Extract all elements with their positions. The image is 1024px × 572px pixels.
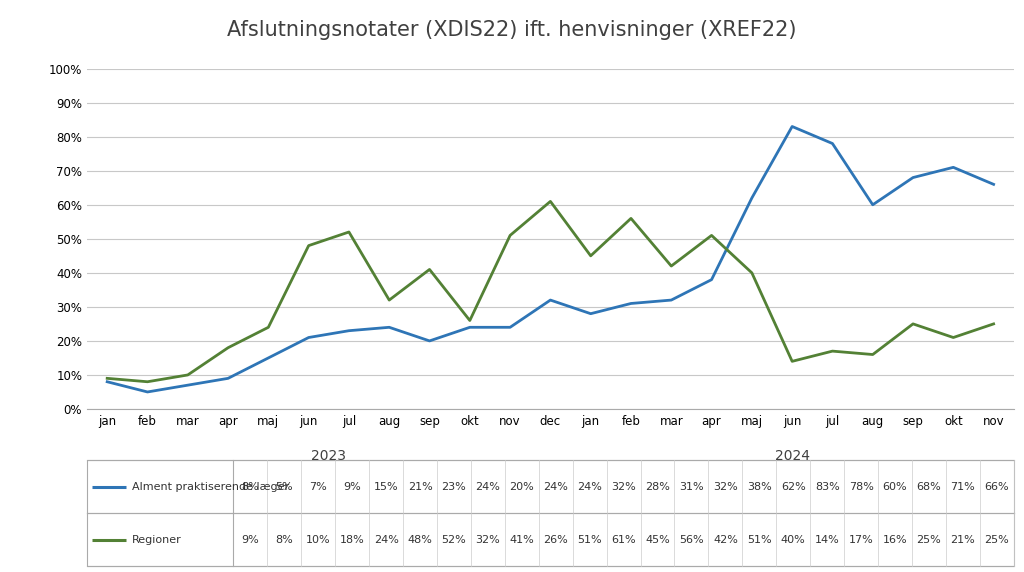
Text: 61%: 61% xyxy=(611,535,636,545)
Text: 21%: 21% xyxy=(950,535,975,545)
Text: 24%: 24% xyxy=(544,482,568,492)
Text: 28%: 28% xyxy=(645,482,670,492)
Text: 24%: 24% xyxy=(475,482,501,492)
Text: 5%: 5% xyxy=(275,482,293,492)
Text: 20%: 20% xyxy=(510,482,535,492)
Text: 25%: 25% xyxy=(916,535,941,545)
Text: 2024: 2024 xyxy=(774,449,810,463)
Text: 51%: 51% xyxy=(746,535,772,545)
Text: 24%: 24% xyxy=(374,535,398,545)
Text: 83%: 83% xyxy=(815,482,840,492)
Text: 40%: 40% xyxy=(781,535,806,545)
Text: 60%: 60% xyxy=(883,482,907,492)
Text: 42%: 42% xyxy=(713,535,738,545)
Text: 14%: 14% xyxy=(815,535,840,545)
Text: Alment praktiserende læger: Alment praktiserende læger xyxy=(131,482,289,492)
Text: 23%: 23% xyxy=(441,482,466,492)
Text: 7%: 7% xyxy=(309,482,327,492)
Text: 9%: 9% xyxy=(242,535,259,545)
Text: 25%: 25% xyxy=(984,535,1010,545)
Text: 62%: 62% xyxy=(781,482,806,492)
Text: 31%: 31% xyxy=(679,482,703,492)
Text: 2023: 2023 xyxy=(311,449,346,463)
Text: 48%: 48% xyxy=(408,535,432,545)
Text: 26%: 26% xyxy=(544,535,568,545)
Text: Regioner: Regioner xyxy=(131,535,181,545)
Legend: Alment praktiserende læger, Regioner: Alment praktiserende læger, Regioner xyxy=(302,0,650,2)
Text: 71%: 71% xyxy=(950,482,975,492)
Text: 8%: 8% xyxy=(275,535,293,545)
Text: 66%: 66% xyxy=(984,482,1009,492)
Text: 45%: 45% xyxy=(645,535,670,545)
Text: 15%: 15% xyxy=(374,482,398,492)
Text: 32%: 32% xyxy=(611,482,636,492)
Text: 38%: 38% xyxy=(746,482,772,492)
Text: 68%: 68% xyxy=(916,482,941,492)
Text: 78%: 78% xyxy=(849,482,873,492)
Text: 18%: 18% xyxy=(340,535,365,545)
Text: 21%: 21% xyxy=(408,482,432,492)
Text: 52%: 52% xyxy=(441,535,466,545)
Text: 10%: 10% xyxy=(306,535,331,545)
Text: 24%: 24% xyxy=(578,482,602,492)
Text: 16%: 16% xyxy=(883,535,907,545)
Text: 9%: 9% xyxy=(343,482,361,492)
Text: 51%: 51% xyxy=(578,535,602,545)
Text: 32%: 32% xyxy=(475,535,501,545)
Text: Afslutningsnotater (XDIS22) ift. henvisninger (XREF22): Afslutningsnotater (XDIS22) ift. henvisn… xyxy=(227,20,797,40)
Text: 8%: 8% xyxy=(242,482,259,492)
Text: 32%: 32% xyxy=(713,482,737,492)
Text: 41%: 41% xyxy=(510,535,535,545)
Text: 17%: 17% xyxy=(849,535,873,545)
Text: 56%: 56% xyxy=(679,535,703,545)
